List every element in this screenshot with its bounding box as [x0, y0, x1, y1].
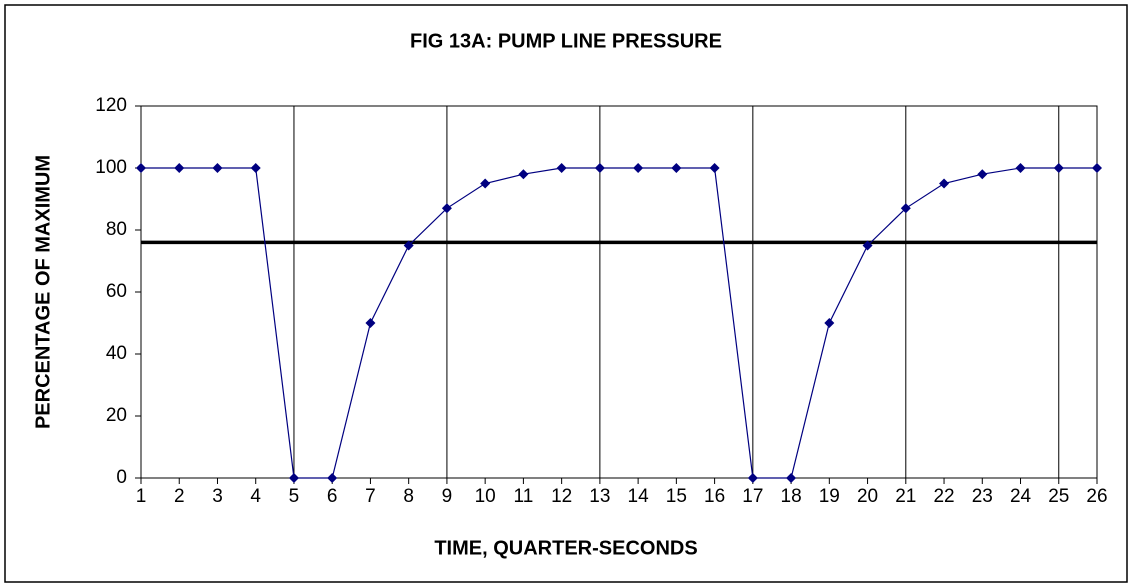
- y-tick-label: 40: [106, 343, 127, 364]
- x-tick-label: 8: [403, 486, 414, 507]
- data-point: [709, 163, 720, 173]
- x-axis-label: TIME, QUARTER-SECONDS: [434, 537, 697, 559]
- data-point: [174, 163, 185, 173]
- data-point: [1015, 163, 1026, 173]
- x-tick-label: 26: [1086, 486, 1107, 507]
- x-tick-label: 17: [742, 486, 763, 507]
- y-tick-label: 60: [106, 281, 127, 302]
- series-line: [141, 167, 1097, 479]
- x-tick-label: 13: [589, 486, 610, 507]
- x-tick-label: 24: [1010, 486, 1032, 507]
- x-tick-label: 10: [475, 486, 496, 507]
- y-tick-label: 100: [95, 157, 127, 178]
- data-point: [1053, 163, 1064, 173]
- data-point: [633, 163, 644, 173]
- x-tick-label: 4: [250, 486, 261, 507]
- data-point: [977, 169, 988, 180]
- data-point: [136, 163, 146, 173]
- data-point: [212, 163, 223, 173]
- data-point: [939, 178, 950, 189]
- data-point: [288, 473, 299, 483]
- data-point: [1092, 163, 1102, 173]
- data-point: [327, 473, 338, 483]
- y-tick-label: 0: [116, 467, 127, 488]
- x-tick-label: 15: [666, 486, 687, 507]
- x-tick-label: 1: [136, 486, 147, 507]
- y-tick-label: 80: [106, 219, 127, 240]
- x-tick-label: 7: [365, 486, 376, 507]
- y-axis-label: PERCENTAGE OF MAXIMUM: [32, 155, 54, 429]
- data-point: [594, 163, 605, 173]
- x-tick-label: 18: [781, 486, 802, 507]
- data-point: [824, 318, 835, 328]
- data-point: [480, 178, 491, 189]
- data-point: [556, 163, 567, 173]
- x-tick-label: 5: [289, 486, 300, 507]
- x-tick-label: 9: [442, 486, 453, 507]
- data-point: [250, 163, 261, 173]
- data-point: [900, 203, 911, 214]
- x-tick-label: 25: [1048, 486, 1069, 507]
- x-tick-label: 22: [933, 486, 954, 507]
- data-point: [671, 163, 682, 173]
- data-point: [747, 473, 758, 483]
- data-point: [518, 169, 529, 180]
- data-point: [441, 203, 452, 214]
- x-tick-label: 12: [551, 486, 572, 507]
- x-tick-label: 23: [972, 486, 993, 507]
- data-point: [365, 318, 376, 328]
- data-point: [786, 473, 797, 483]
- x-tick-label: 11: [514, 486, 534, 507]
- x-tick-label: 16: [704, 486, 725, 507]
- x-tick-label: 20: [857, 486, 878, 507]
- y-tick-label: 120: [95, 95, 127, 116]
- y-tick-label: 20: [106, 405, 127, 426]
- data-point: [403, 240, 414, 251]
- x-tick-label: 2: [174, 486, 185, 507]
- x-tick-label: 19: [819, 486, 840, 507]
- x-tick-label: 6: [327, 486, 338, 507]
- chart-title: FIG 13A: PUMP LINE PRESSURE: [410, 30, 722, 52]
- data-point: [862, 240, 873, 251]
- x-tick-label: 14: [628, 486, 650, 507]
- x-tick-label: 21: [895, 486, 916, 507]
- chart-border: [4, 4, 1128, 583]
- x-tick-label: 3: [212, 486, 223, 507]
